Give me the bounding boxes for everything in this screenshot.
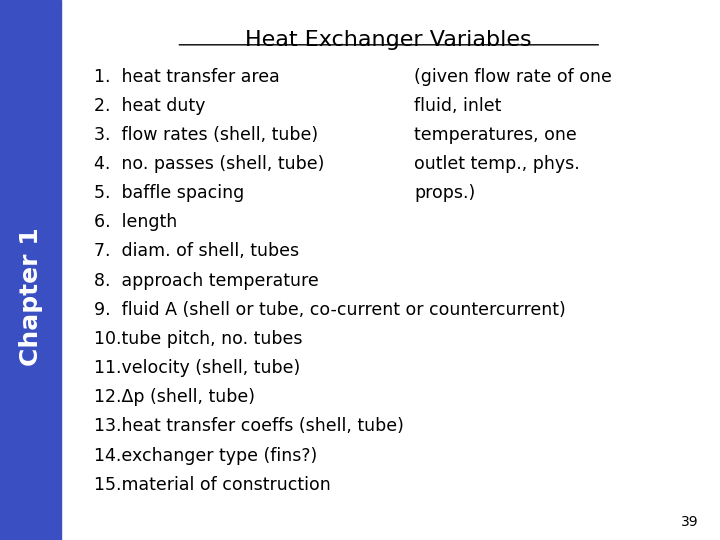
Text: 6.  length: 6. length: [94, 213, 177, 231]
Text: 7.  diam. of shell, tubes: 7. diam. of shell, tubes: [94, 242, 299, 260]
Text: 13.heat transfer coeffs (shell, tube): 13.heat transfer coeffs (shell, tube): [94, 417, 403, 435]
Text: 15.material of construction: 15.material of construction: [94, 476, 330, 494]
Text: Chapter 1: Chapter 1: [19, 228, 42, 366]
Text: 5.  baffle spacing: 5. baffle spacing: [94, 184, 244, 202]
Text: 8.  approach temperature: 8. approach temperature: [94, 272, 318, 289]
Text: 11.velocity (shell, tube): 11.velocity (shell, tube): [94, 359, 300, 377]
Text: fluid, inlet: fluid, inlet: [414, 97, 501, 114]
Text: 1.  heat transfer area: 1. heat transfer area: [94, 68, 279, 85]
Text: outlet temp., phys.: outlet temp., phys.: [414, 155, 580, 173]
Text: temperatures, one: temperatures, one: [414, 126, 577, 144]
Text: 4.  no. passes (shell, tube): 4. no. passes (shell, tube): [94, 155, 324, 173]
Text: (given flow rate of one: (given flow rate of one: [414, 68, 612, 85]
Text: 3.  flow rates (shell, tube): 3. flow rates (shell, tube): [94, 126, 318, 144]
FancyBboxPatch shape: [0, 0, 61, 540]
Text: Heat Exchanger Variables: Heat Exchanger Variables: [246, 30, 532, 50]
Text: props.): props.): [414, 184, 475, 202]
Text: 2.  heat duty: 2. heat duty: [94, 97, 205, 114]
Text: 14.exchanger type (fins?): 14.exchanger type (fins?): [94, 447, 317, 464]
Text: 10.tube pitch, no. tubes: 10.tube pitch, no. tubes: [94, 330, 302, 348]
Text: 9.  fluid A (shell or tube, co-current or countercurrent): 9. fluid A (shell or tube, co-current or…: [94, 301, 565, 319]
Text: 39: 39: [681, 515, 698, 529]
Text: 12.Δp (shell, tube): 12.Δp (shell, tube): [94, 388, 255, 406]
